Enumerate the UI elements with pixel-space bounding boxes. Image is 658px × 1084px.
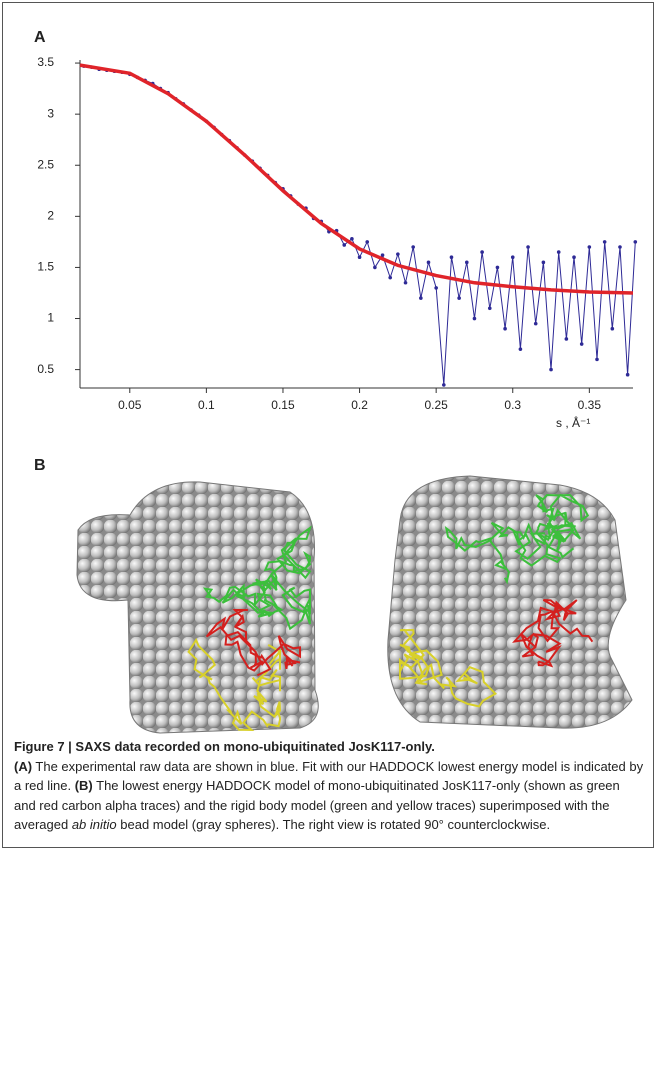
figure: A B s , Å⁻¹ 0.5 1 1.5 2 2.5 3 3.5 0.05 0.1 0.15 0.… — [0, 0, 658, 735]
data-point — [342, 243, 346, 247]
data-point — [442, 383, 446, 387]
data-point — [595, 358, 599, 362]
x-tick-label: 0.1 — [198, 398, 215, 412]
y-tick-label: 0.5 — [37, 362, 54, 376]
y-tick-label: 3.5 — [37, 55, 54, 69]
panel-label: B — [34, 457, 46, 474]
data-point — [588, 245, 592, 249]
data-point — [419, 296, 423, 300]
bead-model-right — [388, 476, 632, 728]
data-point — [365, 240, 369, 244]
data-point — [427, 261, 431, 265]
data-point — [633, 240, 637, 244]
bead-model-left — [77, 482, 318, 733]
data-point — [358, 255, 362, 259]
panel-label: A — [34, 29, 46, 46]
data-point — [457, 296, 461, 300]
caption-ref: (B) — [75, 778, 93, 793]
data-point — [496, 266, 500, 270]
data-point — [396, 252, 400, 256]
data-point — [611, 327, 615, 331]
x-axis-label: s , Å⁻¹ — [556, 415, 590, 430]
data-point — [350, 237, 354, 241]
data-point — [618, 245, 622, 249]
y-tick-label: 1.5 — [37, 260, 54, 274]
data-point — [473, 317, 477, 321]
data-point — [542, 261, 546, 265]
y-tick-label: 2.5 — [37, 157, 54, 171]
x-tick-label: 0.35 — [578, 398, 602, 412]
data-point — [572, 255, 576, 259]
data-point — [488, 306, 492, 310]
caption-body: (A) The experimental raw data are shown … — [14, 757, 644, 835]
data-point — [526, 245, 530, 249]
caption: Figure 7 | SAXS data recorded on mono-ub… — [14, 737, 644, 835]
data-point — [388, 276, 392, 280]
caption-text: bead model (gray spheres). The right vie… — [117, 817, 550, 832]
x-tick-label: 0.05 — [118, 398, 142, 412]
x-tick-label: 0.15 — [271, 398, 295, 412]
y-tick-label: 2 — [47, 209, 54, 223]
page: A B s , Å⁻¹ 0.5 1 1.5 2 2.5 3 3.5 0.05 0.1 0.15 0.… — [0, 0, 658, 1084]
data-point — [434, 286, 438, 290]
data-point — [534, 322, 538, 326]
data-point — [511, 255, 515, 259]
y-tick-label: 1 — [47, 311, 54, 325]
data-point — [519, 347, 523, 351]
caption-term: ab initio — [72, 817, 117, 832]
data-point — [549, 368, 553, 372]
data-point — [580, 342, 584, 346]
data-point — [503, 327, 507, 331]
x-tick-label: 0.2 — [351, 398, 368, 412]
data-point — [565, 337, 569, 341]
data-point — [373, 266, 377, 270]
data-line — [84, 66, 636, 385]
caption-ref: (A) — [14, 759, 32, 774]
data-point — [465, 261, 469, 265]
data-point — [626, 373, 630, 377]
data-point — [480, 250, 484, 254]
data-point — [603, 240, 607, 244]
y-tick-label: 3 — [47, 106, 54, 120]
caption-title: Figure 7 | SAXS data recorded on mono-ub… — [14, 737, 644, 757]
data-line — [80, 65, 633, 293]
data-point — [557, 250, 561, 254]
x-tick-label: 0.25 — [424, 398, 448, 412]
data-point — [411, 245, 415, 249]
x-tick-label: 0.3 — [504, 398, 521, 412]
data-point — [450, 255, 454, 259]
data-point — [404, 281, 408, 285]
